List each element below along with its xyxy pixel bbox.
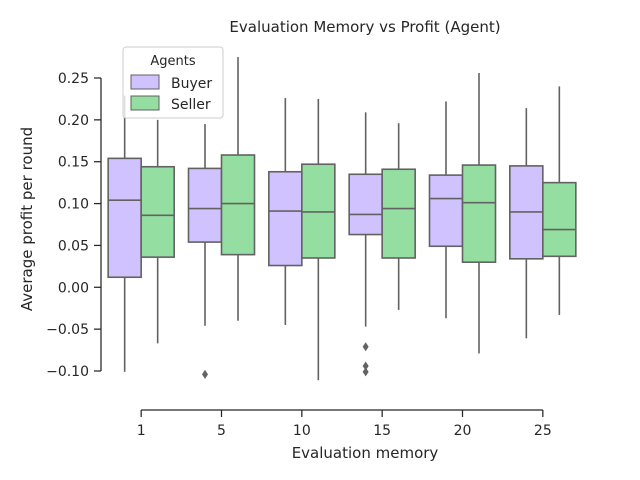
box-seller-25	[542, 86, 577, 315]
x-axis-title: Evaluation memory	[292, 444, 439, 462]
box-seller-15	[381, 123, 416, 310]
box-buyer-20	[428, 101, 464, 319]
x-tick-label: 1	[137, 423, 146, 439]
legend-label-seller: Seller	[171, 97, 211, 113]
legend-swatch-seller	[130, 95, 160, 111]
box-buyer-1	[107, 95, 142, 372]
y-tick-label: 0.15	[58, 155, 89, 171]
legend-swatch-buyer	[130, 74, 160, 90]
legend: Agents Buyer Seller	[122, 46, 224, 119]
legend-label-buyer: Buyer	[171, 76, 212, 92]
box-seller-5	[220, 57, 256, 321]
box-buyer-10	[268, 98, 303, 325]
box-seller-1	[140, 119, 175, 344]
box-iqr	[381, 168, 416, 259]
box-iqr	[140, 165, 175, 258]
y-tick-label: −0.05	[46, 322, 89, 338]
legend-title: Agents	[150, 54, 195, 69]
box-iqr	[301, 163, 336, 259]
x-axis: 1 5 10 15 20 25	[137, 409, 552, 439]
x-tick-label: 5	[217, 423, 226, 439]
chart-title: Evaluation Memory vs Profit (Agent)	[229, 18, 500, 36]
outlier-point	[362, 367, 369, 377]
y-tick-label: 0.20	[58, 113, 89, 129]
box-iqr	[348, 173, 383, 236]
y-tick-label: −0.10	[46, 364, 89, 380]
box-iqr	[107, 157, 142, 279]
box-iqr	[268, 170, 303, 267]
y-tick-label: 0.25	[58, 71, 89, 87]
x-tick-label: 10	[293, 423, 311, 439]
y-tick-label: 0.00	[58, 280, 89, 296]
box-iqr	[542, 181, 577, 258]
box-iqr	[428, 174, 464, 248]
box-iqr	[461, 164, 497, 263]
y-tick-label: 0.05	[58, 238, 89, 254]
box-buyer-5	[187, 124, 223, 379]
box-buyer-25	[509, 108, 544, 339]
box-seller-20	[461, 72, 497, 354]
x-tick-label: 25	[534, 423, 552, 439]
box-iqr	[187, 167, 223, 243]
outlier-point	[362, 342, 369, 352]
y-axis: −0.10 −0.05 0.00 0.05 0.10 0.15 0.20 0.25	[46, 71, 102, 380]
x-tick-label: 15	[373, 423, 391, 439]
x-tick-label: 20	[454, 423, 472, 439]
outlier-point	[362, 361, 369, 371]
box-groups	[107, 57, 577, 381]
y-tick-label: 0.10	[58, 197, 89, 213]
y-axis-title: Average profit per round	[18, 127, 36, 311]
outlier-point	[202, 369, 208, 379]
box-buyer-15	[348, 112, 383, 377]
box-iqr	[220, 154, 256, 256]
box-seller-10	[301, 98, 336, 381]
